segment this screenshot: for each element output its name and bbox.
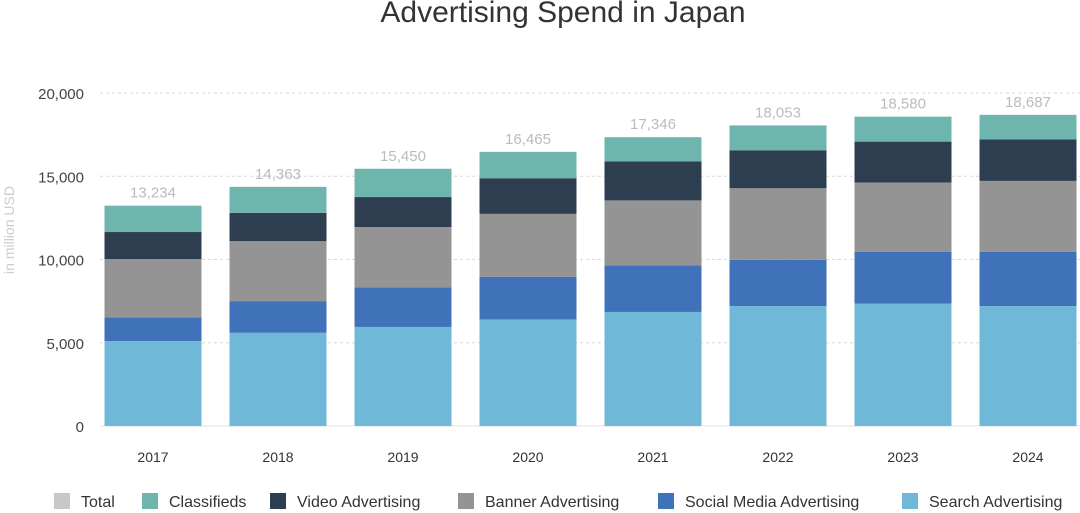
x-tick-label: 2018 xyxy=(262,449,293,465)
bar-segment-banner-advertising xyxy=(229,241,327,302)
bar-segment-video-advertising xyxy=(729,150,827,189)
bar-segment-social-media-advertising xyxy=(104,317,202,342)
bar-segment-classifieds xyxy=(229,186,327,213)
bar-segment-search-advertising xyxy=(229,332,327,426)
y-tick-label: 10,000 xyxy=(38,253,84,270)
legend-swatch xyxy=(902,493,918,509)
bar-segment-search-advertising xyxy=(729,306,827,426)
x-tick-label: 2022 xyxy=(762,449,793,465)
y-tick-label: 0 xyxy=(76,419,84,436)
legend-swatch xyxy=(658,493,674,509)
total-label: 16,465 xyxy=(505,131,551,148)
bar-segment-banner-advertising xyxy=(854,182,952,252)
x-tick-label: 2024 xyxy=(1012,449,1043,465)
total-label: 17,346 xyxy=(630,116,676,133)
bar-segment-search-advertising xyxy=(104,341,202,426)
legend-label: Video Advertising xyxy=(297,494,420,511)
legend-label: Banner Advertising xyxy=(485,494,619,511)
legend-swatch xyxy=(270,493,286,509)
bar-segment-banner-advertising xyxy=(479,213,577,277)
bar-segment-search-advertising xyxy=(479,319,577,426)
bar-segment-banner-advertising xyxy=(354,227,452,288)
y-tick-label: 15,000 xyxy=(38,169,84,186)
bar-segment-social-media-advertising xyxy=(604,265,702,312)
bar-segment-search-advertising xyxy=(604,311,702,426)
legend-label: Total xyxy=(81,494,115,511)
bar-segment-video-advertising xyxy=(604,161,702,201)
bar-segment-video-advertising xyxy=(354,197,452,228)
bar-segment-social-media-advertising xyxy=(229,301,327,333)
bar-segment-banner-advertising xyxy=(979,180,1077,252)
bar-segment-banner-advertising xyxy=(104,259,202,318)
legend-swatch xyxy=(458,493,474,509)
bar-segment-classifieds xyxy=(479,151,577,179)
x-tick-label: 2021 xyxy=(637,449,668,465)
bar-segment-banner-advertising xyxy=(729,188,827,260)
bar-segment-video-advertising xyxy=(104,232,202,260)
bar-segment-social-media-advertising xyxy=(479,276,577,320)
y-tick-label: 20,000 xyxy=(38,86,84,103)
bar-segment-social-media-advertising xyxy=(729,259,827,307)
bar-segment-classifieds xyxy=(104,205,202,233)
bar-segment-classifieds xyxy=(979,114,1077,140)
bar-segment-search-advertising xyxy=(854,303,952,426)
bar-segment-video-advertising xyxy=(479,178,577,214)
bar-segment-classifieds xyxy=(604,137,702,162)
x-tick-label: 2017 xyxy=(137,449,168,465)
bar-segment-search-advertising xyxy=(979,306,1077,426)
legend-label: Classifieds xyxy=(169,494,246,511)
total-label: 18,687 xyxy=(1005,94,1051,111)
legend-label: Search Advertising xyxy=(929,494,1062,511)
legend-label: Social Media Advertising xyxy=(685,494,859,511)
chart-title: Advertising Spend in Japan xyxy=(380,0,746,29)
total-label: 18,053 xyxy=(755,104,801,121)
bar-segment-video-advertising xyxy=(229,212,327,242)
total-label: 15,450 xyxy=(380,148,426,165)
x-tick-label: 2019 xyxy=(387,449,418,465)
x-tick-label: 2020 xyxy=(512,449,543,465)
bar-segment-video-advertising xyxy=(854,141,952,183)
legend-swatch xyxy=(54,493,70,509)
bar-segment-video-advertising xyxy=(979,139,1077,181)
bar-segment-classifieds xyxy=(854,116,952,142)
total-label: 18,580 xyxy=(880,96,926,113)
total-label: 14,363 xyxy=(255,166,301,183)
bar-segment-banner-advertising xyxy=(604,200,702,266)
total-label: 13,234 xyxy=(130,185,176,202)
bar-segment-classifieds xyxy=(354,168,452,198)
bar-segment-social-media-advertising xyxy=(854,251,952,304)
bar-segment-search-advertising xyxy=(354,326,452,426)
y-axis-label: in million USD xyxy=(1,186,17,274)
bar-segment-classifieds xyxy=(729,125,827,151)
bar-segment-social-media-advertising xyxy=(979,251,1077,307)
x-tick-label: 2023 xyxy=(887,449,918,465)
bar-segment-social-media-advertising xyxy=(354,287,452,327)
y-tick-label: 5,000 xyxy=(46,336,84,353)
legend-swatch xyxy=(142,493,158,509)
